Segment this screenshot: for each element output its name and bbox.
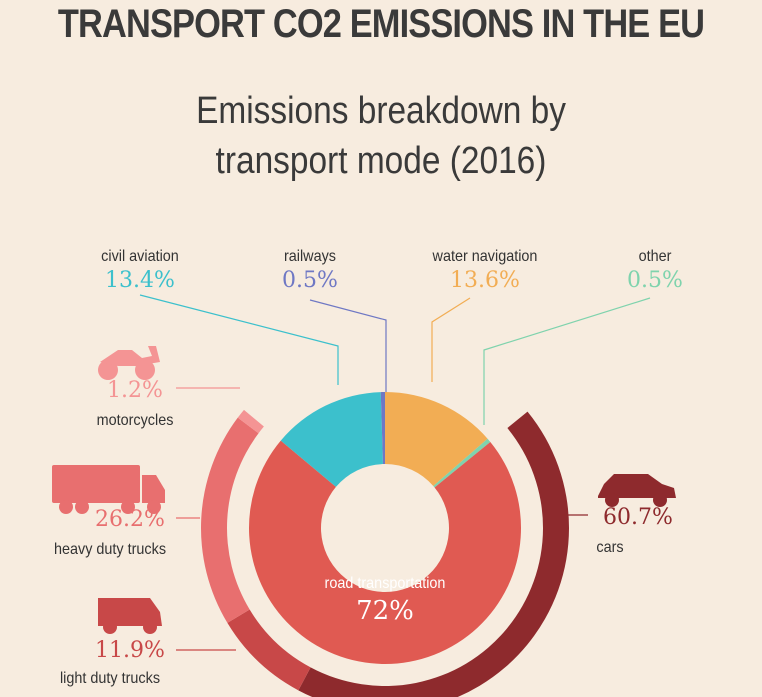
road-transportation-percent: 72% xyxy=(356,596,414,626)
cars-label: cars xyxy=(596,539,624,556)
donut-slice-road-transportation xyxy=(248,440,521,664)
road-transportation-label: road transportation xyxy=(324,575,446,592)
truck-icon xyxy=(52,465,165,514)
civil-aviation-leader xyxy=(139,294,339,385)
railways-percent: 0.5% xyxy=(282,268,338,293)
civil-aviation-percent: 13.4% xyxy=(105,268,175,293)
donut-slice-water-navigation xyxy=(385,392,488,486)
subtitle-line-1: Emissions breakdown by xyxy=(196,90,566,132)
infographic-title: TRANSPORT CO2 EMISSIONS IN THE EU xyxy=(57,2,705,46)
water-navigation-label: water navigation xyxy=(432,248,538,265)
other-leader xyxy=(483,297,651,425)
light-trucks-percent: 11.9% xyxy=(95,638,165,663)
heavy-trucks-percent: 26.2% xyxy=(95,507,165,532)
ring-segment-light-duty-trucks xyxy=(227,609,311,691)
transport-mode-donut xyxy=(248,392,521,664)
other-label: other xyxy=(638,248,672,265)
ring-segment-motorcycles xyxy=(237,409,264,434)
car-icon xyxy=(598,474,676,507)
leader-lines xyxy=(139,294,651,425)
light-trucks-label: light duty trucks xyxy=(59,670,161,687)
motorcycles-label: motorcycles xyxy=(96,412,174,429)
vehicle-icons xyxy=(52,346,676,651)
civil-aviation-label: civil aviation xyxy=(101,248,179,265)
donut-slice-civil-aviation xyxy=(280,392,383,487)
heavy-trucks-label: heavy duty trucks xyxy=(53,541,167,558)
railways-label: railways xyxy=(283,248,337,265)
subtitle-line-2: transport mode (2016) xyxy=(215,140,547,182)
motorcycle-icon xyxy=(98,346,160,380)
railways-leader xyxy=(309,299,387,400)
road-breakdown-ring xyxy=(201,409,569,697)
ring-segment-heavy-duty-trucks xyxy=(201,417,259,623)
donut-slice-other xyxy=(433,438,491,488)
ring-segment-cars xyxy=(298,411,569,697)
chart-subtitle: Emissions breakdown by transport mode (2… xyxy=(46,86,717,186)
water-navigation-percent: 13.6% xyxy=(450,268,520,293)
donut-slice-railways xyxy=(380,392,385,465)
water-navigation-leader xyxy=(431,297,471,382)
van-icon xyxy=(98,598,162,634)
motorcycles-percent: 1.2% xyxy=(107,378,163,403)
cars-percent: 60.7% xyxy=(603,505,673,530)
other-percent: 0.5% xyxy=(627,268,683,293)
